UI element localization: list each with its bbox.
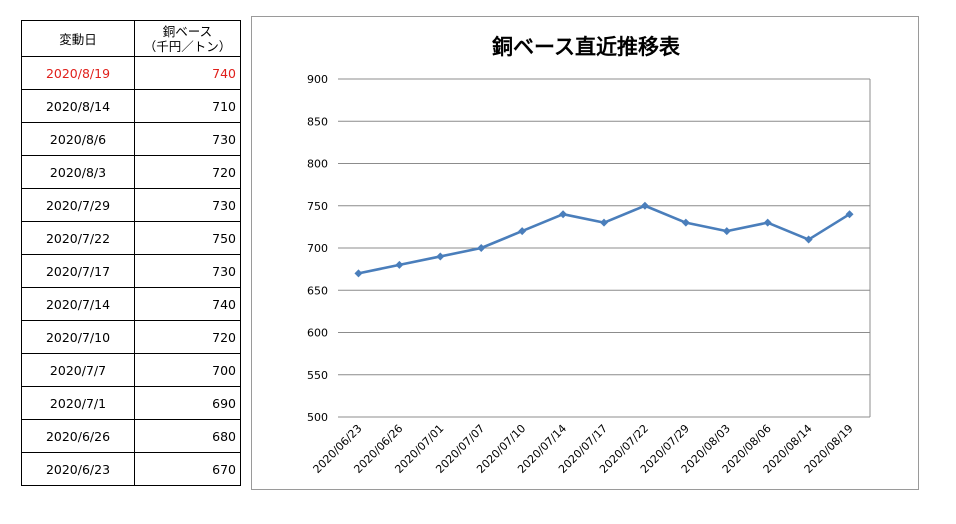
row-price: 730	[134, 122, 241, 156]
row-price: 740	[134, 287, 241, 321]
row-price: 740	[134, 56, 241, 90]
table-row: 2020/8/14 710	[21, 89, 241, 123]
row-price: 670	[134, 452, 241, 486]
table-row: 2020/6/26 680	[21, 419, 241, 453]
data-point-marker	[518, 227, 527, 236]
row-date: 2020/6/26	[21, 419, 135, 453]
row-date: 2020/7/22	[21, 221, 135, 255]
row-date: 2020/7/14	[21, 287, 135, 321]
chart-area: 500 550 600 650 700 750 800 850 900 2020/06/23 202…	[251, 16, 919, 490]
table-row: 2020/7/29 730	[21, 188, 241, 222]
data-point-marker	[600, 218, 608, 227]
data-point-marker	[845, 210, 854, 219]
row-date: 2020/7/1	[21, 386, 135, 420]
table-row: 2020/7/7 700	[21, 353, 241, 387]
price-table: 変動日 銅ベース （千円／トン） 2020/8/19 740 2020/8/14 710…	[21, 20, 241, 486]
row-price: 700	[134, 353, 241, 387]
y-tick-label: 900	[307, 73, 328, 86]
row-date: 2020/6/23	[21, 452, 135, 486]
row-price: 690	[134, 386, 241, 420]
row-price: 730	[134, 188, 241, 222]
y-tick-label: 600	[307, 327, 328, 340]
table-row: 2020/7/1 690	[21, 386, 241, 420]
y-tick-label: 800	[307, 158, 328, 171]
data-point-marker	[681, 218, 690, 227]
data-point-marker	[436, 252, 445, 261]
table-row: 2020/8/6 730	[21, 122, 241, 156]
header-date: 変動日	[21, 20, 135, 57]
y-tick-label: 750	[307, 200, 328, 213]
series-line	[358, 204, 851, 275]
table-row: 2020/7/22 750	[21, 221, 241, 255]
row-date: 2020/7/29	[21, 188, 135, 222]
data-point-marker	[559, 210, 568, 219]
row-date: 2020/7/17	[21, 254, 135, 288]
row-date: 2020/7/10	[21, 320, 135, 354]
header-price: 銅ベース （千円／トン）	[134, 20, 241, 57]
data-point-marker	[354, 269, 363, 278]
row-date: 2020/8/14	[21, 89, 135, 123]
header-price-line1: 銅ベース	[162, 23, 213, 39]
table-row: 2020/7/10 720	[21, 320, 241, 354]
table-row: 2020/8/19 740	[21, 56, 241, 90]
row-price: 750	[134, 221, 241, 255]
data-point-marker	[722, 227, 731, 236]
table-row: 2020/7/17 730	[21, 254, 241, 288]
row-price: 720	[134, 320, 241, 354]
row-date: 2020/8/6	[21, 122, 135, 156]
y-tick-label: 700	[307, 242, 328, 255]
table-row: 2020/6/23 670	[21, 452, 241, 486]
row-price: 730	[134, 254, 241, 288]
row-date: 2020/8/3	[21, 155, 135, 189]
row-date: 2020/7/7	[21, 353, 135, 387]
y-tick-label: 500	[307, 411, 328, 424]
row-price: 720	[134, 155, 241, 189]
y-tick-label: 650	[307, 284, 328, 297]
chart-title: 銅ベース直近推移表	[492, 35, 680, 59]
table-row: 2020/8/3 720	[21, 155, 241, 189]
data-point-marker	[640, 201, 649, 210]
table-row: 2020/7/14 740	[21, 287, 241, 321]
data-point-marker	[763, 218, 772, 227]
data-point-marker	[477, 244, 486, 252]
y-tick-label: 550	[307, 369, 328, 382]
data-point-marker	[395, 260, 404, 269]
row-price: 710	[134, 89, 241, 123]
table-header-row: 変動日 銅ベース （千円／トン）	[21, 20, 241, 57]
data-point-marker	[804, 235, 813, 244]
line-chart: 5005506006507007508008509002020/06/23202…	[307, 73, 871, 476]
y-tick-label: 850	[307, 115, 328, 128]
header-price-line2: （千円／トン）	[143, 38, 232, 54]
row-price: 680	[134, 419, 241, 453]
row-date: 2020/8/19	[21, 56, 135, 90]
